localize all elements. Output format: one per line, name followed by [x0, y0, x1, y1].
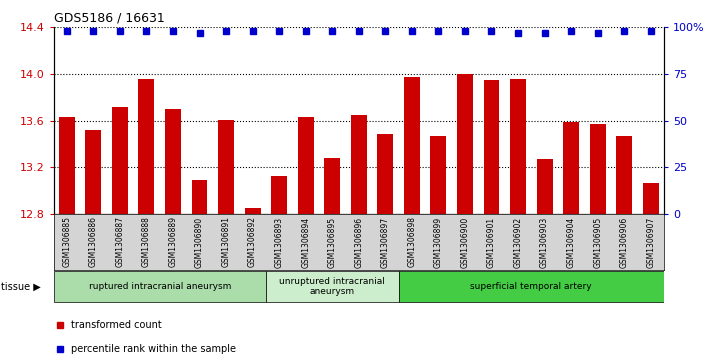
Text: GSM1306900: GSM1306900: [461, 216, 469, 268]
Text: GSM1306898: GSM1306898: [408, 216, 416, 268]
Text: GSM1306904: GSM1306904: [567, 216, 575, 268]
Bar: [112, 107, 128, 214]
Bar: [266, 271, 398, 302]
Text: GSM1306896: GSM1306896: [354, 216, 363, 268]
Text: GSM1306893: GSM1306893: [275, 216, 283, 268]
Text: GSM1306907: GSM1306907: [646, 216, 655, 268]
Text: GSM1306906: GSM1306906: [620, 216, 629, 268]
Text: GSM1306889: GSM1306889: [169, 216, 178, 268]
Bar: [218, 119, 234, 214]
Bar: [431, 136, 446, 214]
Text: GSM1306895: GSM1306895: [328, 216, 337, 268]
Text: GSM1306894: GSM1306894: [301, 216, 310, 268]
Text: GSM1306888: GSM1306888: [142, 216, 151, 267]
Bar: [643, 183, 659, 214]
Text: GSM1306901: GSM1306901: [487, 216, 496, 268]
Text: GSM1306903: GSM1306903: [540, 216, 549, 268]
Text: unruptured intracranial
aneurysm: unruptured intracranial aneurysm: [279, 277, 385, 297]
Bar: [139, 79, 154, 214]
Text: tissue ▶: tissue ▶: [1, 282, 41, 292]
Text: GSM1306885: GSM1306885: [62, 216, 71, 268]
Text: GSM1306897: GSM1306897: [381, 216, 390, 268]
Text: GSM1306902: GSM1306902: [513, 216, 523, 268]
Text: GSM1306905: GSM1306905: [593, 216, 602, 268]
Bar: [54, 271, 266, 302]
Text: GSM1306886: GSM1306886: [89, 216, 98, 268]
Text: transformed count: transformed count: [71, 321, 161, 330]
Bar: [378, 134, 393, 214]
Bar: [616, 136, 632, 214]
Text: GSM1306887: GSM1306887: [116, 216, 124, 268]
Bar: [457, 74, 473, 214]
Bar: [271, 176, 287, 214]
Text: GSM1306891: GSM1306891: [221, 216, 231, 268]
Text: GSM1306899: GSM1306899: [434, 216, 443, 268]
Bar: [404, 77, 420, 214]
Bar: [324, 158, 340, 214]
Bar: [245, 208, 261, 214]
Text: superficial temporal artery: superficial temporal artery: [471, 282, 592, 291]
Text: percentile rank within the sample: percentile rank within the sample: [71, 344, 236, 354]
Bar: [590, 124, 605, 214]
Bar: [59, 117, 75, 214]
Bar: [537, 159, 553, 214]
Text: GSM1306890: GSM1306890: [195, 216, 204, 268]
Text: ruptured intracranial aneurysm: ruptured intracranial aneurysm: [89, 282, 231, 291]
Bar: [351, 115, 367, 214]
Bar: [165, 109, 181, 214]
Bar: [510, 79, 526, 214]
Bar: [483, 80, 500, 214]
Bar: [191, 180, 208, 214]
Bar: [298, 117, 313, 214]
Bar: [86, 130, 101, 214]
Bar: [563, 122, 579, 214]
Bar: [398, 271, 664, 302]
Text: GDS5186 / 16631: GDS5186 / 16631: [54, 12, 164, 25]
Text: GSM1306892: GSM1306892: [248, 216, 257, 268]
